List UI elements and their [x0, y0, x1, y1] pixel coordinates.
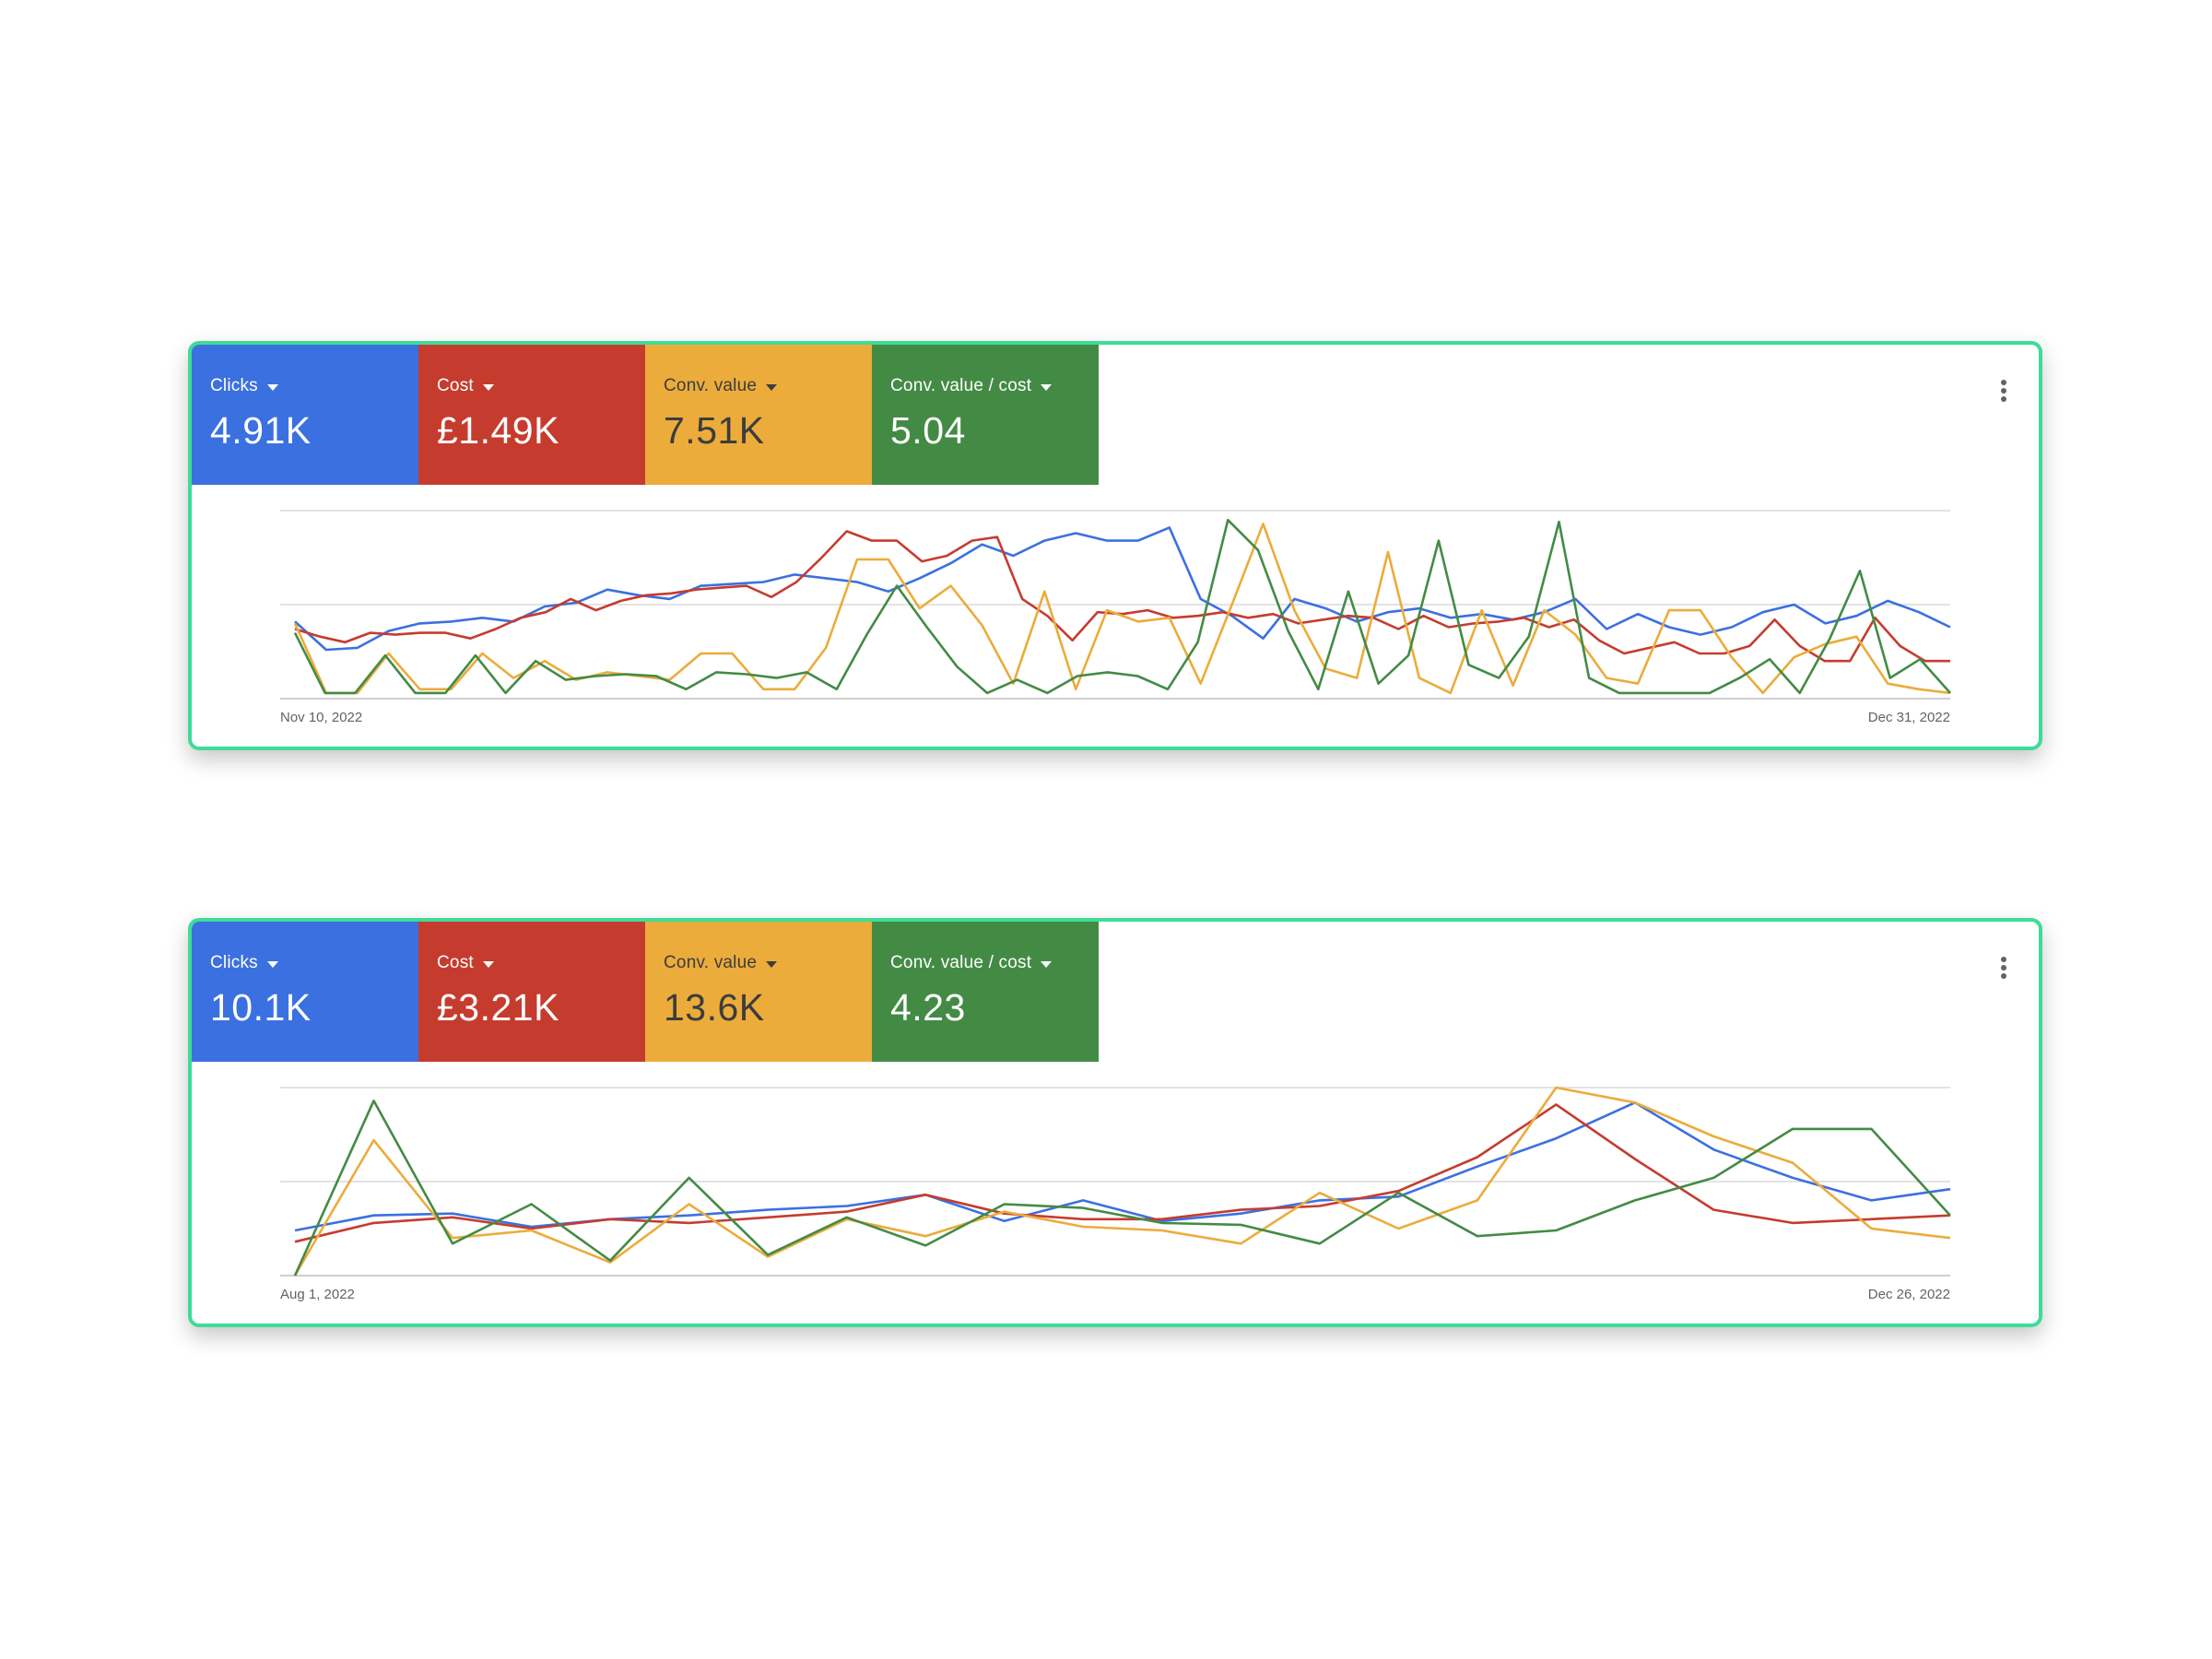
dropdown-caret-icon[interactable] — [266, 960, 278, 968]
metric-label: Cost — [437, 953, 474, 972]
metric-tile-cost[interactable]: Cost £3.21K — [418, 922, 645, 1062]
dropdown-caret-icon[interactable] — [266, 383, 278, 391]
series-line-1 — [294, 530, 1950, 663]
metric-value: 4.91K — [210, 409, 312, 452]
dropdown-caret-icon[interactable] — [766, 960, 778, 968]
metric-tile-clicks[interactable]: Clicks 4.91K — [192, 345, 418, 485]
line-chart — [280, 510, 1951, 700]
metric-value: 13.6K — [664, 986, 765, 1029]
metric-label: Conv. value — [664, 953, 758, 972]
x-axis-end-label: Dec 26, 2022 — [1867, 1287, 1950, 1302]
series-line-1 — [294, 1103, 1951, 1243]
metric-tile-conv-value-per-cost[interactable]: Conv. value / cost 4.23 — [872, 922, 1099, 1062]
series-line-3 — [293, 518, 1951, 695]
series-line-2 — [293, 522, 1951, 695]
metric-tile-conv-value[interactable]: Conv. value 7.51K — [645, 345, 872, 485]
more-vert-icon[interactable] — [1993, 376, 2015, 406]
dropdown-caret-icon[interactable] — [482, 383, 494, 391]
metric-label: Clicks — [210, 376, 258, 395]
x-axis-end-label: Dec 31, 2022 — [1867, 710, 1950, 725]
more-vert-icon[interactable] — [1993, 953, 2015, 982]
dropdown-caret-icon[interactable] — [1041, 383, 1053, 391]
dropdown-caret-icon[interactable] — [482, 960, 494, 968]
metric-tile-conv-value-per-cost[interactable]: Conv. value / cost 5.04 — [872, 345, 1099, 485]
metric-label: Conv. value / cost — [890, 376, 1032, 395]
x-axis-start-label: Nov 10, 2022 — [280, 710, 363, 725]
metric-label: Cost — [437, 376, 474, 395]
metric-value: 5.04 — [890, 409, 966, 452]
metric-tile-conv-value[interactable]: Conv. value 13.6K — [645, 922, 872, 1062]
metric-label: Clicks — [210, 953, 258, 972]
metric-value: £1.49K — [437, 409, 559, 452]
metric-tile-clicks[interactable]: Clicks 10.1K — [192, 922, 418, 1062]
performance-chart-card: Clicks 4.91K Cost £1.49K Conv. value 7.5… — [188, 341, 2042, 750]
dropdown-caret-icon[interactable] — [766, 383, 778, 391]
metric-value: 10.1K — [210, 986, 312, 1029]
metric-label: Conv. value — [664, 376, 758, 395]
dropdown-caret-icon[interactable] — [1041, 960, 1053, 968]
metric-tiles: Clicks 10.1K Cost £3.21K Conv. value 13.… — [192, 922, 1099, 1062]
performance-chart-card: Clicks 10.1K Cost £3.21K Conv. value 13.… — [188, 918, 2042, 1327]
line-chart — [280, 1086, 1951, 1277]
metric-value: £3.21K — [437, 986, 559, 1029]
series-line-3 — [293, 1099, 1951, 1277]
metric-tiles: Clicks 4.91K Cost £1.49K Conv. value 7.5… — [192, 345, 1099, 485]
series-line-0 — [294, 526, 1951, 652]
metric-value: 7.51K — [664, 409, 765, 452]
metric-tile-cost[interactable]: Cost £1.49K — [418, 345, 645, 485]
x-axis-start-label: Aug 1, 2022 — [280, 1287, 355, 1302]
metric-value: 4.23 — [890, 986, 966, 1029]
series-line-2 — [293, 1086, 1951, 1277]
metric-label: Conv. value / cost — [890, 953, 1032, 972]
